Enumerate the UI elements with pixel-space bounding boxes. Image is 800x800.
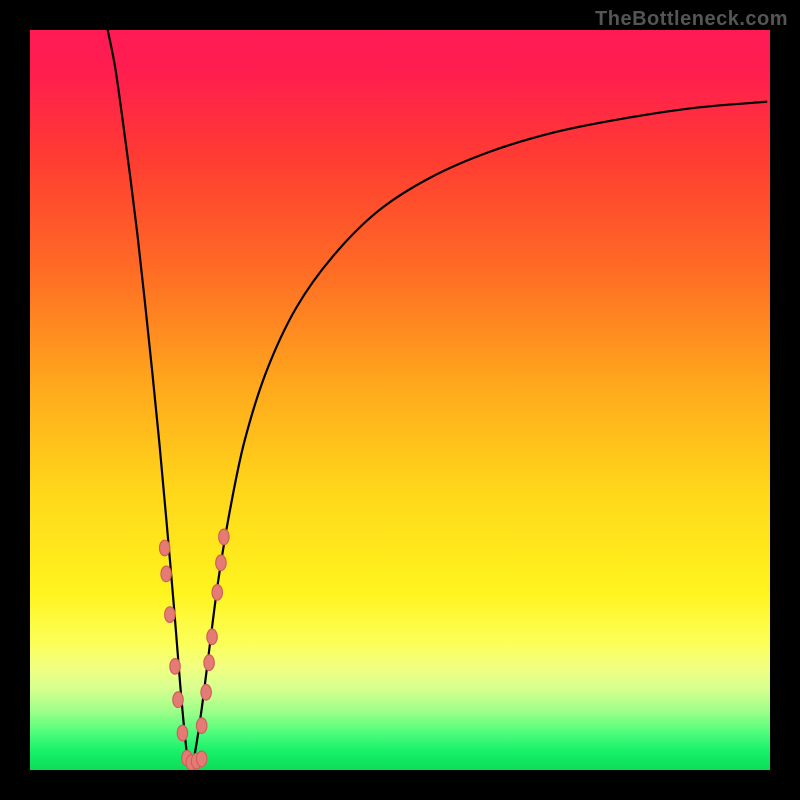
marker-point bbox=[177, 725, 187, 741]
marker-point bbox=[219, 529, 229, 545]
marker-point bbox=[204, 655, 214, 671]
watermark-text: TheBottleneck.com bbox=[595, 8, 788, 31]
marker-point bbox=[212, 585, 222, 601]
chart-frame: TheBottleneck.com bbox=[0, 0, 800, 800]
marker-point bbox=[207, 629, 217, 645]
bottleneck-chart bbox=[0, 0, 800, 800]
plot-background bbox=[30, 30, 770, 770]
marker-point bbox=[201, 685, 211, 701]
marker-point bbox=[161, 566, 171, 582]
marker-point bbox=[196, 718, 206, 734]
marker-point bbox=[216, 555, 226, 571]
marker-point bbox=[159, 540, 169, 556]
marker-point bbox=[170, 659, 180, 675]
marker-point bbox=[196, 751, 206, 767]
marker-point bbox=[165, 607, 175, 623]
marker-point bbox=[173, 692, 183, 708]
